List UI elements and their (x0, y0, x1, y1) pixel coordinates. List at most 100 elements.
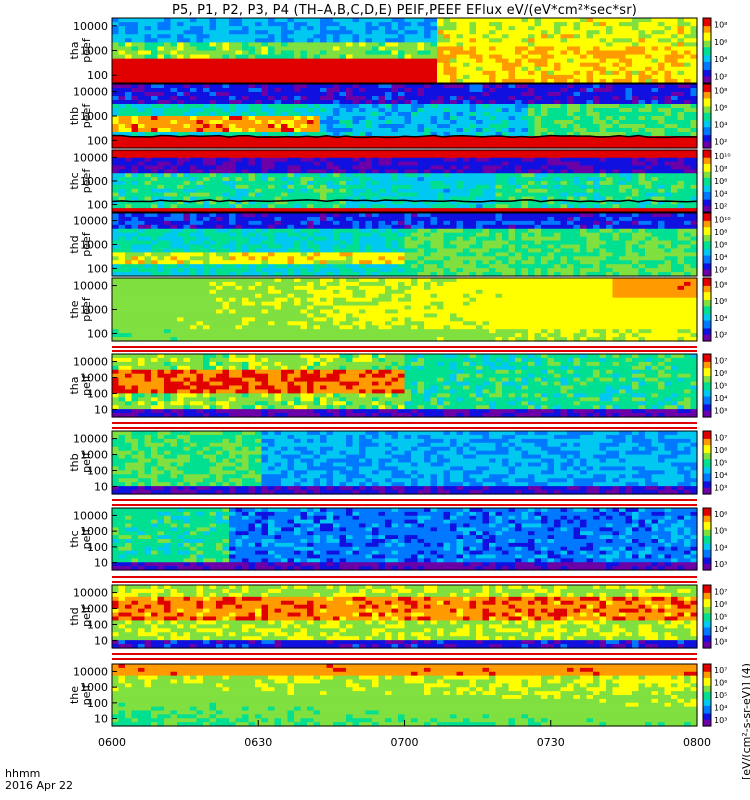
heatmap-cell (495, 96, 503, 101)
heatmap-cell (424, 22, 432, 27)
heatmap-cell (170, 96, 178, 101)
heatmap-cell (684, 96, 692, 101)
heatmap-cell (645, 192, 653, 198)
heatmap-cell (118, 216, 126, 222)
heatmap-cell (664, 177, 672, 182)
heatmap-cell (352, 22, 360, 27)
heatmap-cell (593, 157, 601, 163)
heatmap-cell (268, 228, 276, 234)
heatmap-cell (664, 204, 672, 209)
heatmap-cell (378, 108, 386, 113)
heatmap-cell (131, 268, 139, 273)
heatmap-cell (118, 169, 126, 174)
heatmap-cell (157, 34, 165, 39)
heatmap-cell (651, 88, 659, 93)
heatmap-cell (209, 18, 217, 23)
heatmap-cell (313, 92, 321, 97)
heatmap-cell (209, 124, 217, 129)
heatmap-cell (209, 157, 217, 163)
heatmap-cell (502, 54, 510, 60)
heatmap-cell (320, 181, 328, 186)
heatmap-cell (625, 96, 633, 101)
heatmap-cell (125, 124, 133, 129)
heatmap-cell (476, 132, 484, 137)
heatmap-cell (281, 104, 289, 109)
heatmap-cell (450, 144, 458, 149)
heatmap-cell (112, 46, 120, 52)
heatmap-cell (307, 177, 315, 182)
heatmap-cell (346, 112, 354, 117)
heatmap-cell (359, 132, 367, 137)
heatmap-cell (294, 216, 302, 222)
heatmap-cell (112, 78, 120, 84)
heatmap-cell (294, 272, 302, 277)
heatmap-cell (125, 30, 133, 35)
y-tick-label: 100 (87, 69, 108, 82)
heatmap-cell (216, 153, 224, 159)
heatmap-cell (196, 232, 204, 238)
heatmap-cell (528, 108, 536, 113)
heatmap-cell (196, 78, 204, 84)
heatmap-cell (144, 264, 152, 269)
heatmap-cell (372, 66, 380, 72)
heatmap-cell (378, 54, 386, 60)
heatmap-cell (443, 78, 451, 84)
heatmap-cell (391, 112, 399, 117)
heatmap-cell (300, 181, 308, 186)
heatmap-cell (684, 54, 692, 60)
heatmap-cell (547, 144, 555, 149)
heatmap-cell (203, 240, 211, 246)
heatmap-cell (131, 84, 139, 89)
heatmap-cell (372, 192, 380, 198)
heatmap-cell (190, 169, 198, 174)
heatmap-cell (586, 140, 594, 145)
heatmap-cell (619, 18, 627, 23)
heatmap-cell (443, 22, 451, 27)
heatmap-cell (430, 200, 438, 205)
heatmap-cell (573, 144, 581, 149)
heatmap-cell (261, 256, 269, 261)
heatmap-cell (658, 120, 666, 125)
heatmap-cell (463, 62, 471, 68)
heatmap-cell (138, 70, 146, 76)
heatmap-cell (183, 220, 191, 226)
heatmap-cell (619, 96, 627, 101)
heatmap-cell (300, 96, 308, 101)
heatmap-cell (489, 96, 497, 101)
heatmap-cell (177, 165, 185, 170)
heatmap-cell (326, 74, 334, 80)
heatmap-cell (671, 196, 679, 201)
heatmap-cell (112, 50, 120, 56)
heatmap-cell (242, 244, 250, 250)
heatmap-cell (177, 200, 185, 205)
heatmap-cell (495, 116, 503, 121)
heatmap-cell (164, 88, 172, 93)
heatmap-cell (352, 96, 360, 101)
heatmap-cell (118, 213, 126, 218)
heatmap-cell (560, 161, 568, 167)
heatmap-cell (554, 128, 562, 133)
heatmap-cell (151, 150, 159, 155)
heatmap-cell (222, 161, 230, 167)
heatmap-cell (131, 256, 139, 261)
heatmap-cell (196, 150, 204, 155)
heatmap-cell (658, 196, 666, 201)
heatmap-cell (612, 181, 620, 186)
heatmap-cell (645, 96, 653, 101)
heatmap-cell (190, 92, 198, 97)
heatmap-cell (599, 84, 607, 89)
heatmap-cell (534, 42, 542, 48)
heatmap-cell (196, 50, 204, 56)
heatmap-cell (365, 173, 373, 178)
heatmap-cell (534, 128, 542, 133)
heatmap-cell (489, 150, 497, 155)
heatmap-cell (248, 108, 256, 113)
colorbar-segment (703, 27, 711, 30)
heatmap-cell (677, 108, 685, 113)
heatmap-cell (190, 74, 198, 80)
heatmap-cell (424, 132, 432, 137)
heatmap-cell (235, 78, 243, 84)
heatmap-cell (170, 232, 178, 238)
heatmap-cell (190, 200, 198, 205)
heatmap-cell (125, 184, 133, 190)
